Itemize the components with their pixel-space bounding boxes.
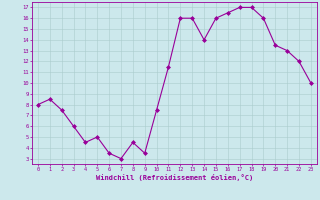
X-axis label: Windchill (Refroidissement éolien,°C): Windchill (Refroidissement éolien,°C) [96,174,253,181]
